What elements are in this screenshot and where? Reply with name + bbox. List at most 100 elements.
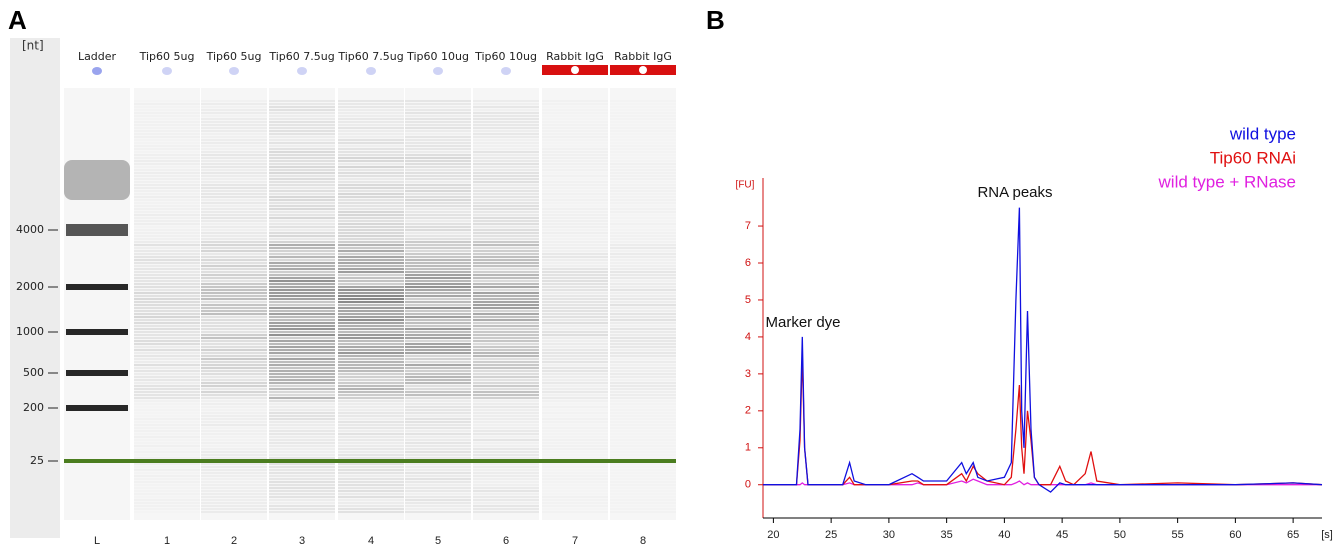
gel-band [542,508,608,510]
gel-band [542,334,608,336]
gel-band [269,379,335,381]
gel-band [405,403,471,405]
gel-band [269,469,335,471]
ladder-band [66,329,128,335]
x-tick-label: 20 [767,529,779,541]
gel-band [610,253,676,255]
gel-band [610,382,676,384]
gel-band [338,322,404,324]
gel-band [610,463,676,465]
lane-label: Rabbit IgG [614,50,672,63]
gel-band [405,238,471,240]
gel-band [542,118,608,120]
gel-band [610,364,676,366]
gel-band [269,274,335,276]
x-axis-label: [s] [1321,529,1333,541]
gel-band [610,139,676,141]
gel-band [338,130,404,132]
x-tick-label: 50 [1114,529,1126,541]
gel-band [134,109,200,111]
gel-band [134,406,200,408]
gel-band [405,151,471,153]
gel-band [134,163,200,165]
gel-band [473,169,539,171]
gel-band [338,223,404,225]
gel-band [338,106,404,108]
gel-band [473,502,539,504]
gel-band [269,106,335,108]
gel-band [269,511,335,513]
gel-band [201,427,267,429]
ladder-label: 2000 [16,280,44,293]
gel-band [338,280,404,282]
gel-band [610,301,676,303]
gel-band [269,169,335,171]
gel-band [473,151,539,153]
gel-band [134,223,200,225]
gel-band [201,337,267,339]
gel-band [269,322,335,324]
gel-band [610,397,676,399]
gel-band [610,310,676,312]
gel-band [610,331,676,333]
gel-band [269,352,335,354]
gel-band [473,508,539,510]
gel-band [201,388,267,390]
gel-band [201,496,267,498]
gel-band [269,385,335,387]
gel-band [473,364,539,366]
gel-band [338,205,404,207]
gel-band [405,430,471,432]
lane [64,88,130,520]
gel-band [201,274,267,276]
gel-band [269,427,335,429]
gel-band [269,391,335,393]
gel-band [269,199,335,201]
gel-band [405,244,471,246]
gel-band [542,343,608,345]
gel-band [338,175,404,177]
gel-band [405,499,471,501]
gel-band [610,442,676,444]
gel-band [338,265,404,267]
gel-band [269,364,335,366]
gel-band [201,382,267,384]
gel-band [338,247,404,249]
gel-band [405,319,471,321]
gel-band [405,427,471,429]
gel-band [134,394,200,396]
gel-band [134,511,200,513]
gel-band [542,433,608,435]
gel-band [201,358,267,360]
gel-band [134,199,200,201]
gel-band [405,271,471,273]
gel-band [134,208,200,210]
gel-band [405,421,471,423]
gel-band [473,235,539,237]
gel-band [269,451,335,453]
gel-band [134,169,200,171]
series-line [763,355,1323,486]
gel-band [405,472,471,474]
gel-band [269,454,335,456]
gel-band [542,166,608,168]
gel-band [134,469,200,471]
gel-band [473,184,539,186]
gel-band [542,265,608,267]
gel-band [269,175,335,177]
gel-band [134,496,200,498]
gel-band [610,286,676,288]
gel-band [201,151,267,153]
gel-band [201,373,267,375]
gel-band [338,376,404,378]
gel-band [473,373,539,375]
gel-band [201,157,267,159]
gel-band [134,253,200,255]
gel-band [542,367,608,369]
gel-band [201,265,267,267]
gel-band [610,145,676,147]
gel-band [542,364,608,366]
gel-band [338,208,404,210]
gel-band [610,280,676,282]
gel-band [338,451,404,453]
